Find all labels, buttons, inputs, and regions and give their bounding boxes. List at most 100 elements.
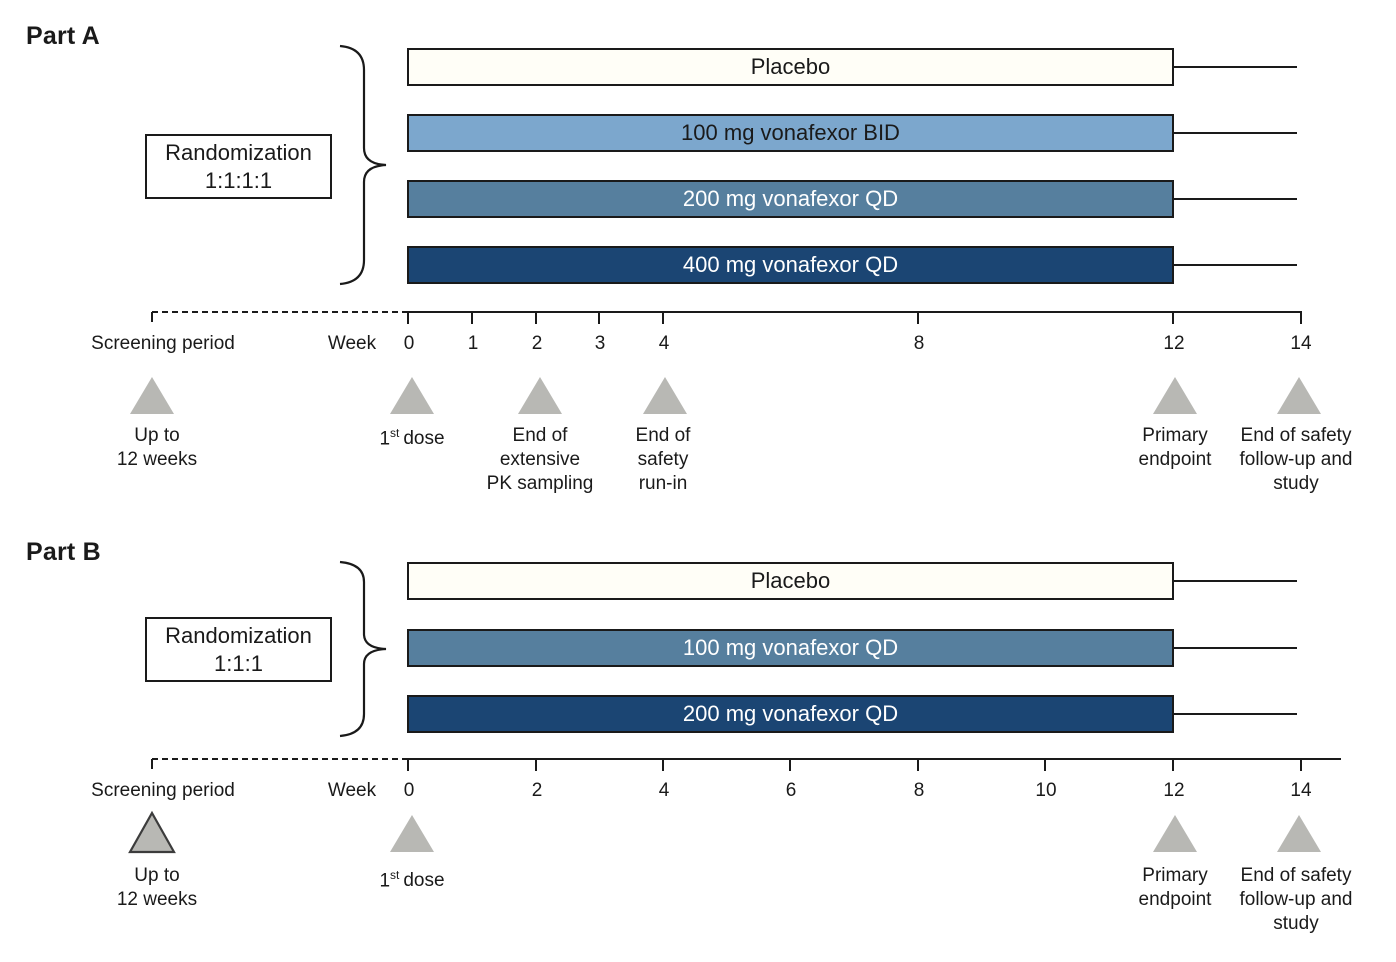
week-tick-label: 1 xyxy=(467,333,479,354)
milestone-triangle-end-study xyxy=(1277,815,1321,852)
milestone-line: 1 xyxy=(379,870,391,892)
milestone-line: follow-up and xyxy=(1239,448,1353,470)
week-tick xyxy=(1300,311,1302,324)
milestone-line: PK sampling xyxy=(486,472,594,494)
milestone-line: End of xyxy=(635,425,691,446)
milestone-triangle-primary xyxy=(1153,815,1197,852)
milestone-line: study xyxy=(1273,912,1319,934)
arm-bar-200mg-qd-a: 200 mg vonafexor QD xyxy=(407,180,1174,218)
milestone-label-screening: Up to 12 weeks xyxy=(117,864,197,912)
milestone-label-safety-runin: End of safety run-in xyxy=(636,424,691,496)
week-tick-label: 0 xyxy=(403,333,415,354)
week-tick-label: 2 xyxy=(531,780,543,801)
arm-label: 400 mg vonafexor QD xyxy=(682,252,899,277)
arm-extension-line xyxy=(1174,66,1297,68)
randomization-box-b: Randomization 1:1:1 xyxy=(145,617,332,682)
week-tick-label: 4 xyxy=(658,333,670,354)
week-tick-label: 4 xyxy=(658,780,670,801)
screening-start-tick xyxy=(151,759,153,769)
milestone-line: End of xyxy=(512,425,568,446)
brace-icon xyxy=(339,560,387,738)
milestone-triangle-end-study xyxy=(1277,377,1321,414)
milestone-line: study xyxy=(1273,472,1319,494)
arm-label: 100 mg vonafexor QD xyxy=(682,635,899,660)
arm-bar-400mg-qd: 400 mg vonafexor QD xyxy=(407,246,1174,284)
week-tick xyxy=(1044,758,1046,771)
week-tick-label: 2 xyxy=(531,333,543,354)
milestone-line: End of safety xyxy=(1240,425,1352,446)
week-tick-label: 8 xyxy=(913,333,925,354)
milestone-line: Primary xyxy=(1142,865,1208,886)
randomization-label: Randomization xyxy=(165,140,312,165)
milestone-triangle-first-dose xyxy=(390,377,434,414)
week-tick xyxy=(662,758,664,771)
week-label: Week xyxy=(327,333,377,354)
milestone-line: run-in xyxy=(638,472,688,494)
milestone-line: safety xyxy=(637,448,689,470)
milestone-triangle-pk xyxy=(518,377,562,414)
week-tick-label: 8 xyxy=(913,780,925,801)
week-tick xyxy=(407,311,409,324)
week-tick xyxy=(407,758,409,771)
ordinal-suffix: st xyxy=(390,868,400,882)
arm-bar-100mg-qd: 100 mg vonafexor QD xyxy=(407,629,1174,667)
arm-extension-line xyxy=(1174,132,1297,134)
arm-label: 200 mg vonafexor QD xyxy=(682,186,899,211)
week-tick xyxy=(917,311,919,324)
screening-period-label: Screening period xyxy=(91,780,235,801)
milestone-triangle-screening-outlined xyxy=(128,810,176,854)
week-tick xyxy=(535,758,537,771)
week-tick-label: 14 xyxy=(1290,780,1312,801)
timeline-axis-a xyxy=(407,311,1302,313)
milestone-label-screening: Up to 12 weeks xyxy=(117,424,197,472)
milestone-line: Primary xyxy=(1142,425,1208,446)
week-tick-label: 12 xyxy=(1163,333,1185,354)
screening-start-tick xyxy=(151,312,153,322)
randomization-ratio: 1:1:1:1 xyxy=(204,167,273,193)
week-tick xyxy=(471,311,473,324)
milestone-line: Up to xyxy=(134,425,180,446)
milestone-label-pk: End of extensive PK sampling xyxy=(487,424,594,496)
milestone-triangle-safety-runin xyxy=(643,377,687,414)
randomization-box-a: Randomization 1:1:1:1 xyxy=(145,134,332,199)
brace-icon xyxy=(339,44,387,286)
milestone-line: dose xyxy=(403,428,445,450)
arm-extension-line xyxy=(1174,713,1297,715)
week-tick xyxy=(662,311,664,324)
arm-bar-100mg-bid: 100 mg vonafexor BID xyxy=(407,114,1174,152)
ordinal-suffix: st xyxy=(390,426,400,440)
week-tick-label: 10 xyxy=(1035,780,1057,801)
milestone-triangle-primary xyxy=(1153,377,1197,414)
week-tick xyxy=(1172,758,1174,771)
week-tick-label: 14 xyxy=(1290,333,1312,354)
week-tick-label: 12 xyxy=(1163,780,1185,801)
arm-extension-line xyxy=(1174,580,1297,582)
randomization-ratio: 1:1:1 xyxy=(214,650,263,676)
week-tick xyxy=(789,758,791,771)
milestone-label-first-dose: 1st dose xyxy=(379,426,444,451)
screening-dashed-line xyxy=(152,311,408,313)
milestone-line: 12 weeks xyxy=(116,888,198,910)
milestone-line: 12 weeks xyxy=(116,448,198,470)
arm-bar-placebo-a: Placebo xyxy=(407,48,1174,86)
arm-bar-placebo-b: Placebo xyxy=(407,562,1174,600)
week-tick xyxy=(1172,311,1174,324)
milestone-line: endpoint xyxy=(1138,888,1212,910)
week-tick-label: 0 xyxy=(403,780,415,801)
arm-extension-line xyxy=(1174,647,1297,649)
timeline-axis-b xyxy=(407,758,1341,760)
milestone-line: endpoint xyxy=(1138,448,1212,470)
milestone-label-end-study: End of safety follow-up and study xyxy=(1239,864,1352,936)
week-tick xyxy=(1300,758,1302,771)
milestone-line: dose xyxy=(403,870,445,892)
part-b-title: Part B xyxy=(26,538,101,566)
screening-period-label: Screening period xyxy=(91,333,235,354)
arm-label: Placebo xyxy=(750,568,831,593)
milestone-triangle-first-dose xyxy=(390,815,434,852)
milestone-label-primary: Primary endpoint xyxy=(1139,864,1212,912)
milestone-line: follow-up and xyxy=(1239,888,1353,910)
week-tick xyxy=(535,311,537,324)
week-tick xyxy=(598,311,600,324)
milestone-line: 1 xyxy=(379,428,391,450)
